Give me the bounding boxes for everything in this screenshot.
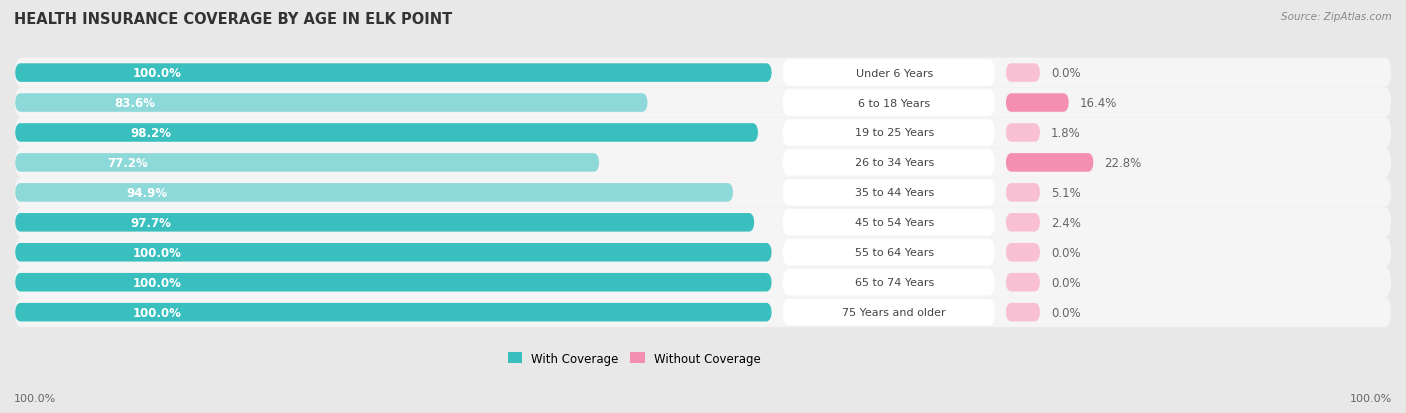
FancyBboxPatch shape bbox=[1005, 214, 1040, 232]
FancyBboxPatch shape bbox=[15, 88, 1391, 118]
Text: 94.9%: 94.9% bbox=[127, 186, 167, 199]
Text: Under 6 Years: Under 6 Years bbox=[856, 69, 934, 78]
FancyBboxPatch shape bbox=[15, 208, 1391, 238]
Text: 45 to 54 Years: 45 to 54 Years bbox=[855, 218, 934, 228]
Text: 0.0%: 0.0% bbox=[1052, 276, 1081, 289]
FancyBboxPatch shape bbox=[15, 297, 1391, 328]
Text: 55 to 64 Years: 55 to 64 Years bbox=[855, 248, 934, 258]
Text: 100.0%: 100.0% bbox=[132, 276, 181, 289]
FancyBboxPatch shape bbox=[15, 303, 772, 322]
Text: 65 to 74 Years: 65 to 74 Years bbox=[855, 278, 934, 287]
FancyBboxPatch shape bbox=[783, 269, 994, 296]
Text: 98.2%: 98.2% bbox=[131, 127, 172, 140]
FancyBboxPatch shape bbox=[783, 210, 994, 236]
Text: 6 to 18 Years: 6 to 18 Years bbox=[858, 98, 931, 108]
Text: 77.2%: 77.2% bbox=[107, 157, 148, 169]
Text: 0.0%: 0.0% bbox=[1052, 67, 1081, 80]
FancyBboxPatch shape bbox=[15, 184, 733, 202]
FancyBboxPatch shape bbox=[783, 60, 994, 87]
Text: 0.0%: 0.0% bbox=[1052, 306, 1081, 319]
FancyBboxPatch shape bbox=[1005, 64, 1040, 83]
FancyBboxPatch shape bbox=[15, 124, 758, 142]
Text: 100.0%: 100.0% bbox=[132, 246, 181, 259]
Text: 1.8%: 1.8% bbox=[1052, 127, 1081, 140]
FancyBboxPatch shape bbox=[783, 299, 994, 325]
FancyBboxPatch shape bbox=[15, 268, 1391, 297]
FancyBboxPatch shape bbox=[783, 120, 994, 146]
Text: 0.0%: 0.0% bbox=[1052, 246, 1081, 259]
FancyBboxPatch shape bbox=[15, 94, 648, 112]
Text: 19 to 25 Years: 19 to 25 Years bbox=[855, 128, 934, 138]
FancyBboxPatch shape bbox=[15, 64, 772, 83]
Text: 26 to 34 Years: 26 to 34 Years bbox=[855, 158, 934, 168]
Text: 100.0%: 100.0% bbox=[132, 67, 181, 80]
FancyBboxPatch shape bbox=[783, 240, 994, 266]
Text: 5.1%: 5.1% bbox=[1052, 186, 1081, 199]
Legend: With Coverage, Without Coverage: With Coverage, Without Coverage bbox=[503, 347, 765, 370]
FancyBboxPatch shape bbox=[1005, 184, 1040, 202]
Text: 100.0%: 100.0% bbox=[14, 393, 56, 403]
FancyBboxPatch shape bbox=[15, 214, 755, 232]
Text: 100.0%: 100.0% bbox=[1350, 393, 1392, 403]
Text: 97.7%: 97.7% bbox=[129, 216, 172, 229]
Text: 75 Years and older: 75 Years and older bbox=[842, 307, 946, 318]
FancyBboxPatch shape bbox=[1005, 273, 1040, 292]
Text: 22.8%: 22.8% bbox=[1105, 157, 1142, 169]
FancyBboxPatch shape bbox=[1005, 154, 1094, 172]
FancyBboxPatch shape bbox=[15, 178, 1391, 208]
FancyBboxPatch shape bbox=[1005, 94, 1069, 112]
FancyBboxPatch shape bbox=[783, 90, 994, 116]
FancyBboxPatch shape bbox=[1005, 124, 1040, 142]
Text: Source: ZipAtlas.com: Source: ZipAtlas.com bbox=[1281, 12, 1392, 22]
FancyBboxPatch shape bbox=[15, 118, 1391, 148]
FancyBboxPatch shape bbox=[15, 148, 1391, 178]
Text: 16.4%: 16.4% bbox=[1080, 97, 1118, 110]
FancyBboxPatch shape bbox=[783, 180, 994, 206]
FancyBboxPatch shape bbox=[783, 150, 994, 176]
Text: 2.4%: 2.4% bbox=[1052, 216, 1081, 229]
Text: 35 to 44 Years: 35 to 44 Years bbox=[855, 188, 934, 198]
Text: 100.0%: 100.0% bbox=[132, 306, 181, 319]
FancyBboxPatch shape bbox=[1005, 243, 1040, 262]
FancyBboxPatch shape bbox=[15, 154, 599, 172]
FancyBboxPatch shape bbox=[15, 273, 772, 292]
Text: HEALTH INSURANCE COVERAGE BY AGE IN ELK POINT: HEALTH INSURANCE COVERAGE BY AGE IN ELK … bbox=[14, 12, 453, 27]
Text: 83.6%: 83.6% bbox=[114, 97, 155, 110]
FancyBboxPatch shape bbox=[1005, 303, 1040, 322]
FancyBboxPatch shape bbox=[15, 238, 1391, 268]
FancyBboxPatch shape bbox=[15, 59, 1391, 88]
FancyBboxPatch shape bbox=[15, 243, 772, 262]
